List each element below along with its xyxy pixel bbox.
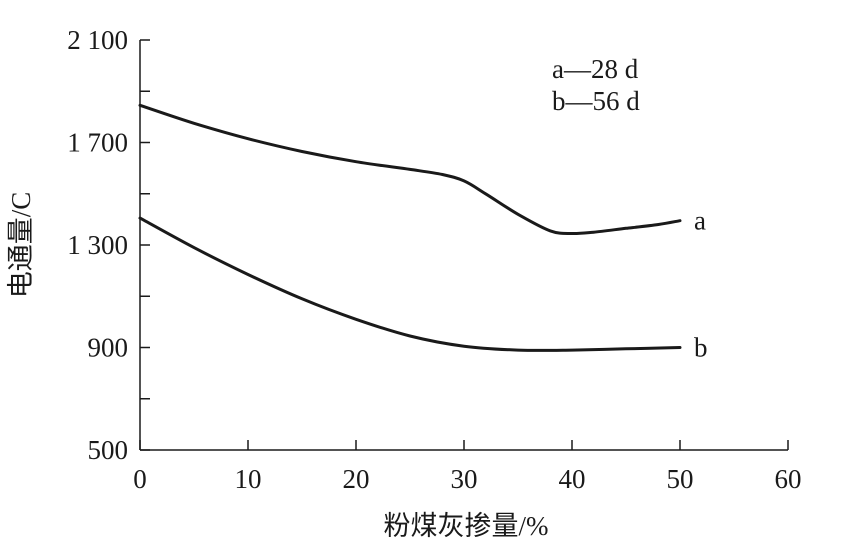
x-axis-title: 粉煤灰掺量/% xyxy=(384,511,549,541)
x-tick-label: 60 xyxy=(775,464,802,494)
series-line-a xyxy=(138,103,682,236)
series-end-label-a: a xyxy=(694,206,706,236)
y-tick-label: 1 700 xyxy=(67,128,128,158)
x-axis-ticks: 0 10 20 30 40 50 60 xyxy=(133,440,802,494)
x-tick-label: 50 xyxy=(667,464,694,494)
axes xyxy=(139,40,788,451)
legend-entry-a: a—28 d xyxy=(552,54,639,84)
series-end-label-b: b xyxy=(694,333,708,363)
y-tick-label: 500 xyxy=(88,435,129,465)
y-axis-title: 电通量/C xyxy=(6,192,36,299)
y-tick-label: 1 300 xyxy=(67,230,128,260)
legend: a—28 d b—56 d xyxy=(552,54,640,116)
x-tick-label: 10 xyxy=(235,464,262,494)
y-tick-label: 900 xyxy=(88,333,129,363)
series-group: ab xyxy=(138,103,708,363)
x-tick-label: 0 xyxy=(133,464,147,494)
y-axis-ticks: 500 900 1 300 1 700 2 100 xyxy=(67,25,150,465)
legend-entry-b: b—56 d xyxy=(552,86,640,116)
x-tick-label: 40 xyxy=(559,464,586,494)
series-line-b xyxy=(138,216,682,352)
y-tick-label: 2 100 xyxy=(67,25,128,55)
x-tick-label: 30 xyxy=(451,464,478,494)
x-tick-label: 20 xyxy=(343,464,370,494)
